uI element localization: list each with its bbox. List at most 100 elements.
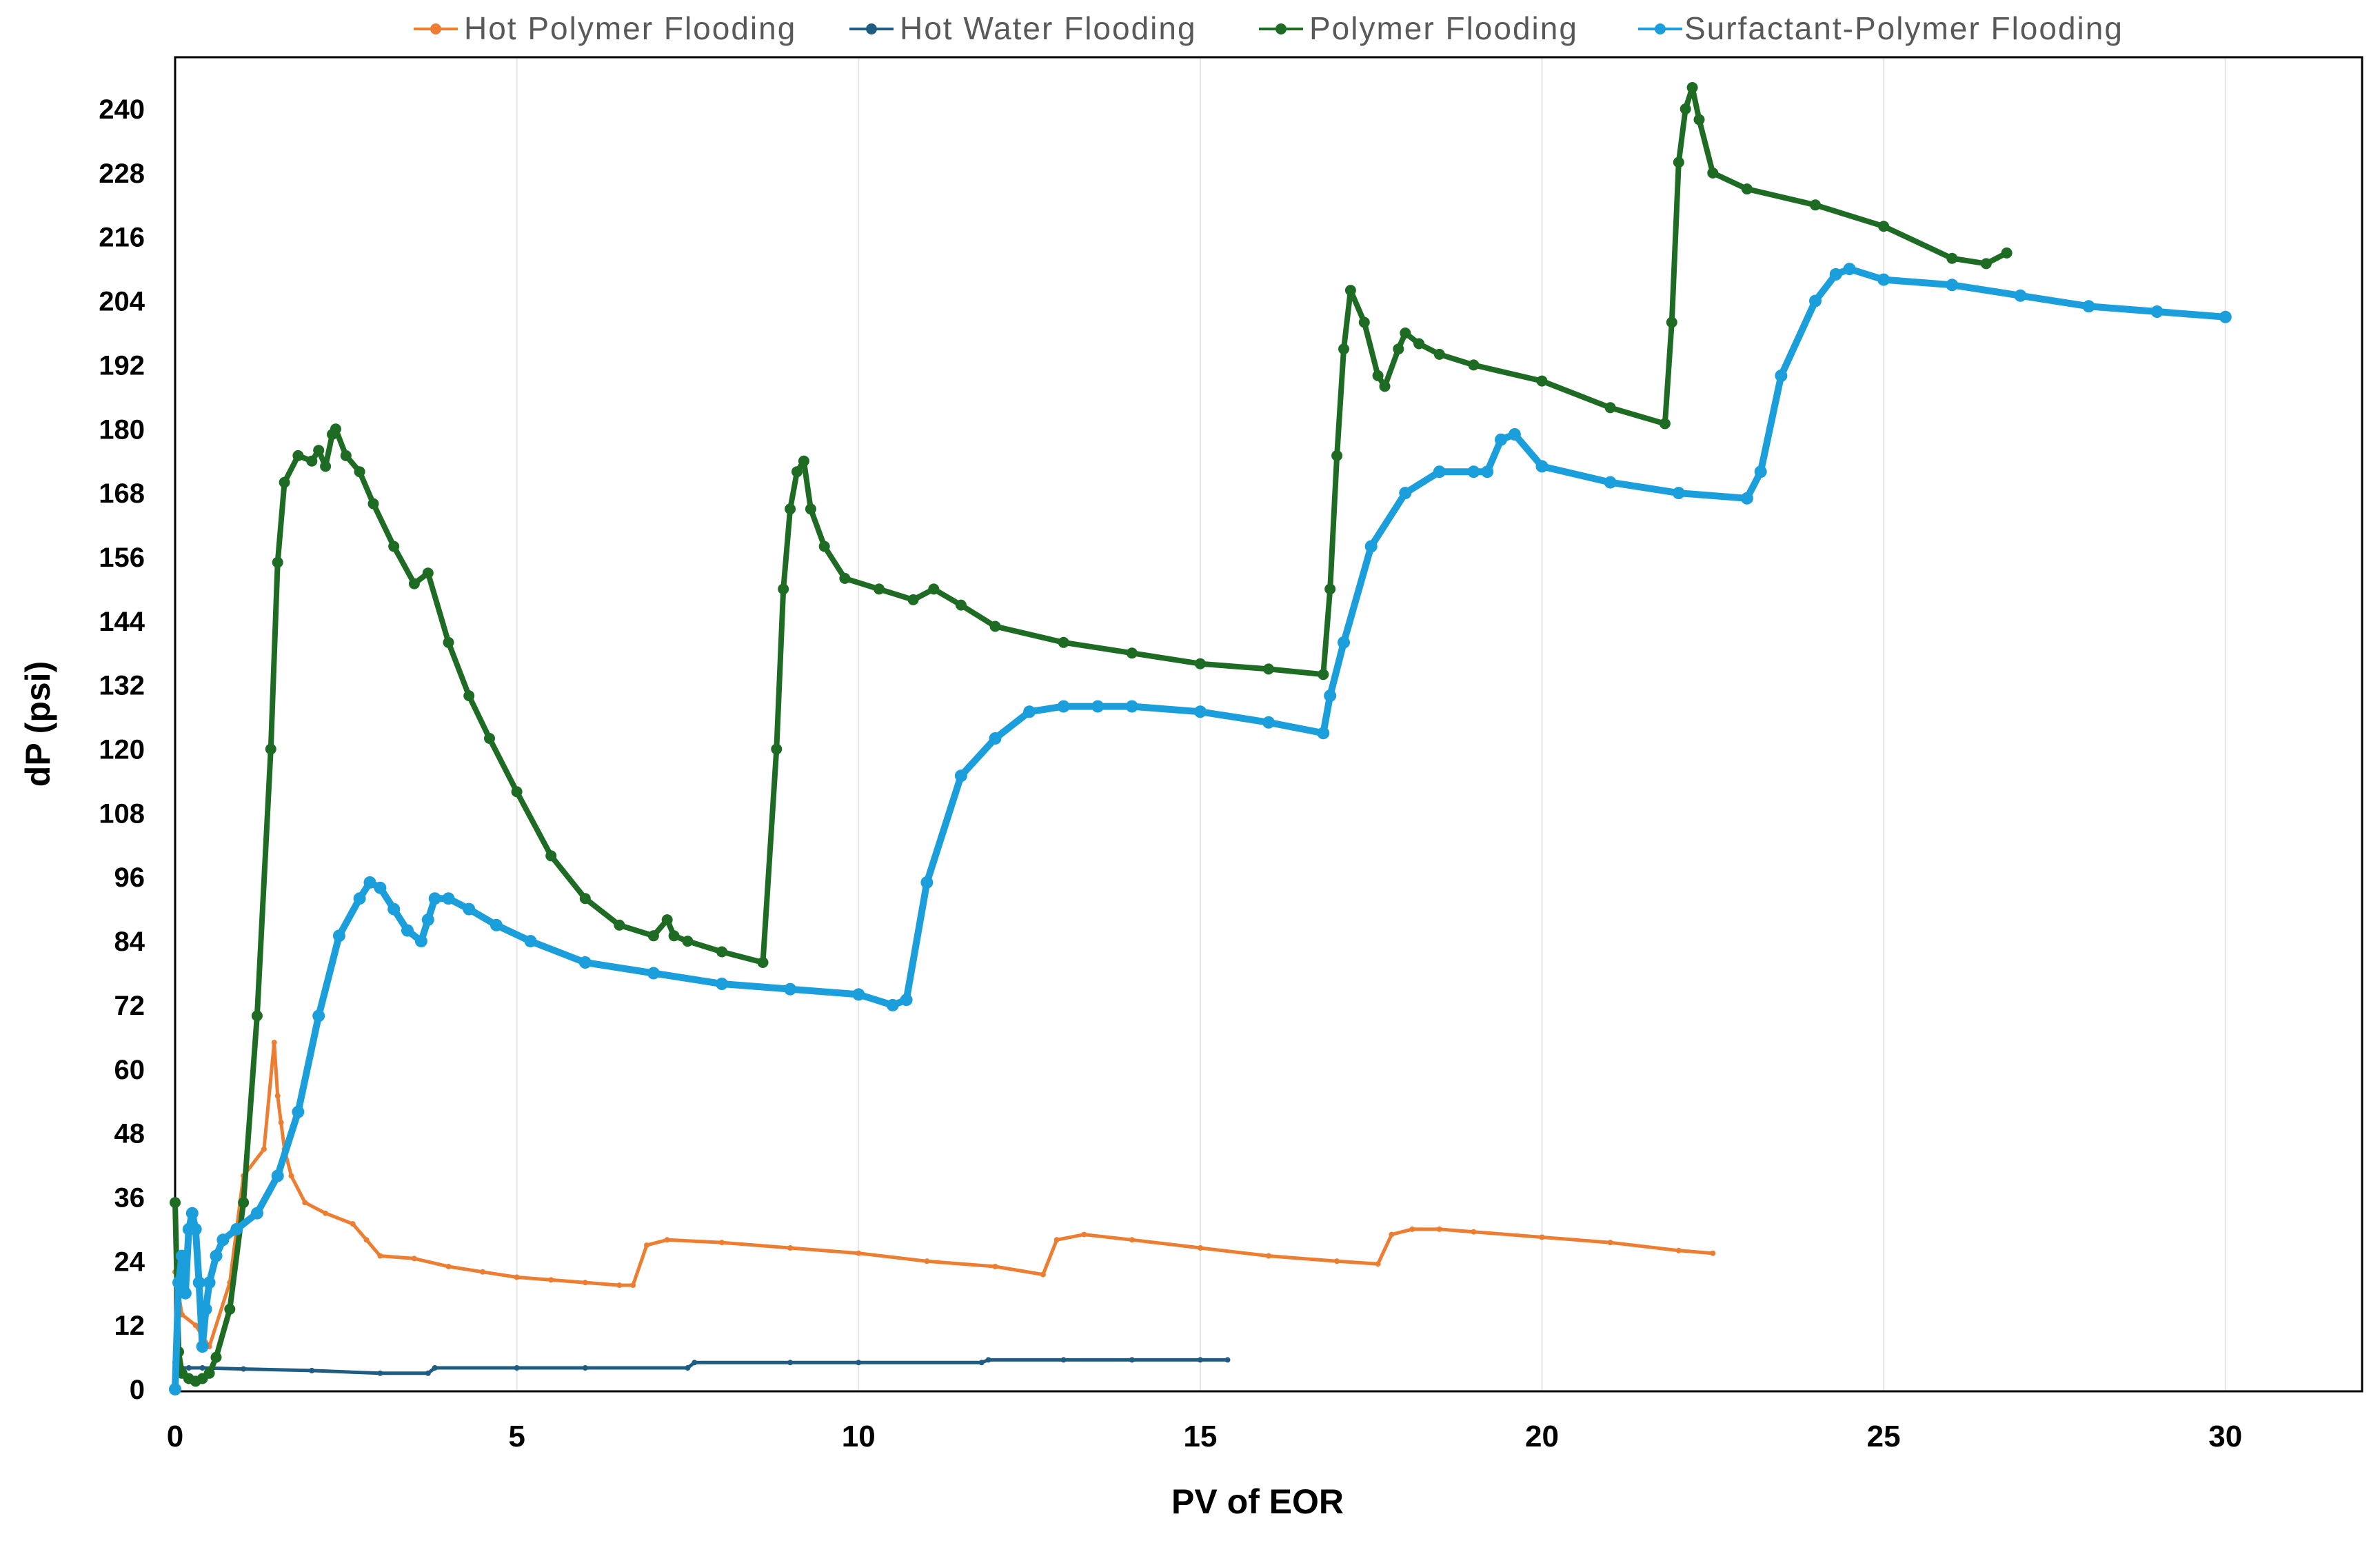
y-tick-label: 72 <box>114 991 145 1021</box>
y-axis-title: dP (psi) <box>19 661 57 787</box>
data-point <box>1358 316 1370 328</box>
y-tick-label: 204 <box>99 287 145 317</box>
legend-swatch-marker <box>430 23 441 34</box>
data-point <box>852 988 865 1001</box>
data-point <box>1262 716 1275 729</box>
data-point <box>490 918 503 931</box>
data-point <box>192 1276 205 1289</box>
data-point <box>279 476 290 488</box>
data-point <box>443 636 454 648</box>
data-point <box>1058 636 1069 648</box>
data-point <box>1829 268 1842 281</box>
y-tick-labels: 0 12 24 36 48 60 72 84 96 108 120 132 144 156 168 180 19… <box>99 94 145 1405</box>
data-point <box>411 1255 417 1262</box>
data-point <box>332 929 345 942</box>
data-point <box>2001 247 2013 259</box>
series-layer <box>169 82 2232 1395</box>
data-point <box>169 1383 181 1395</box>
data-point <box>805 503 816 515</box>
data-point <box>302 1200 308 1206</box>
data-point <box>514 1365 520 1371</box>
data-point <box>320 461 332 472</box>
data-point <box>445 1264 452 1269</box>
data-point <box>1057 700 1070 713</box>
y-tick-label: 156 <box>99 543 145 573</box>
legend-swatch-marker <box>866 23 877 34</box>
data-point <box>582 1280 588 1286</box>
data-point <box>1375 1261 1381 1267</box>
y-tick-label: 120 <box>99 735 145 765</box>
y-tick-label: 144 <box>99 607 145 637</box>
data-point <box>387 902 401 916</box>
data-point <box>1318 669 1329 680</box>
data-point <box>408 578 420 589</box>
data-point <box>644 1242 649 1249</box>
data-point <box>1091 700 1105 713</box>
data-point <box>647 930 659 942</box>
data-point <box>719 1240 725 1246</box>
data-point <box>664 1237 670 1243</box>
y-tick-label: 216 <box>99 223 145 253</box>
data-point <box>1324 583 1336 595</box>
data-point <box>251 1010 263 1022</box>
data-point <box>907 594 919 605</box>
data-point <box>1467 465 1480 478</box>
data-point <box>1060 1357 1067 1363</box>
data-point <box>985 1357 991 1363</box>
data-point <box>354 466 365 478</box>
data-point <box>238 1197 250 1209</box>
data-point <box>928 583 940 595</box>
data-point <box>203 1367 215 1379</box>
data-point <box>1741 183 1753 195</box>
data-point <box>414 935 427 948</box>
data-point <box>1338 343 1349 355</box>
data-point <box>1193 705 1207 718</box>
data-point <box>1468 359 1480 371</box>
data-point <box>924 1258 930 1264</box>
data-point <box>1125 700 1138 713</box>
y-tick-label: 192 <box>99 350 145 381</box>
data-point <box>271 1169 284 1182</box>
data-point <box>1754 465 1767 478</box>
series-line <box>172 85 2010 1384</box>
data-point <box>172 1276 185 1289</box>
data-point <box>1666 316 1677 328</box>
data-point <box>1197 1245 1203 1251</box>
data-point <box>216 1233 230 1247</box>
data-point <box>261 1146 267 1152</box>
data-point <box>312 1009 325 1022</box>
data-point <box>1604 402 1616 414</box>
data-point <box>1433 465 1446 478</box>
legend-swatch-marker <box>1275 23 1287 34</box>
series-line <box>173 1358 1229 1375</box>
data-point <box>309 1367 315 1373</box>
data-point <box>1471 1229 1477 1235</box>
data-point <box>363 876 376 889</box>
data-point <box>272 556 283 568</box>
data-point <box>1693 114 1705 125</box>
data-point <box>425 1370 431 1376</box>
data-point <box>1040 1271 1046 1278</box>
data-point <box>1877 273 1890 286</box>
data-point <box>367 498 379 510</box>
data-point <box>170 1197 181 1209</box>
data-point <box>175 1249 188 1262</box>
data-point <box>1495 433 1507 446</box>
data-point <box>616 1282 623 1289</box>
data-point <box>185 1207 199 1220</box>
y-tick-label: 240 <box>99 94 145 125</box>
data-point <box>421 914 434 927</box>
data-point <box>196 1340 209 1353</box>
y-tick-label: 60 <box>114 1055 145 1085</box>
data-point <box>330 423 341 435</box>
data-point <box>1946 279 1959 292</box>
legend-label: Hot Polymer Flooding <box>464 10 796 46</box>
data-point <box>1707 167 1719 179</box>
data-point <box>647 967 660 980</box>
data-point <box>250 1207 263 1220</box>
data-point <box>199 1302 212 1315</box>
data-point <box>292 1105 305 1118</box>
data-point <box>784 982 797 996</box>
plot-frame <box>174 56 2363 1393</box>
